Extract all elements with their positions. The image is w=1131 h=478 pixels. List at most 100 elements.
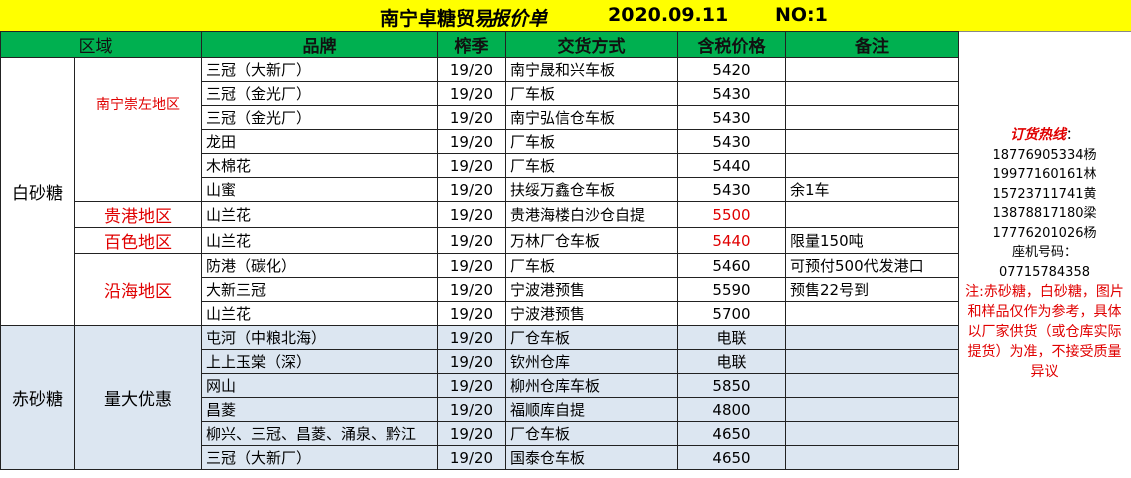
cell-brand: 山兰花 (201, 227, 438, 254)
table-row: 百色地区 山兰花 19/20 万林厂仓车板 5440 限量150吨 (1, 227, 959, 254)
cell-note (785, 57, 959, 82)
table-row: 白砂糖 南宁崇左地区 三冠（大新厂） 19/20 南宁晟和兴车板 5420 (0, 57, 959, 326)
landline: 07715784358 (999, 264, 1090, 280)
cell-brand: 大新三冠 (201, 277, 438, 302)
cell-brand: 山兰花 (201, 201, 438, 228)
doc-type: 报价单 (490, 8, 548, 30)
white-group-cell: 白砂糖 (0, 57, 75, 326)
cell-delivery: 南宁晟和兴车板 (505, 57, 678, 82)
hotline-label: 订货热线 (1009, 127, 1066, 143)
cell-season: 19/20 (437, 421, 506, 446)
cell-delivery: 扶绥万鑫仓车板 (505, 177, 678, 202)
cell-price: 电联 (677, 325, 786, 350)
cell-note (785, 445, 959, 470)
table-row: 山蜜 19/20 扶绥万鑫仓车板 5430 余1车 (1, 177, 959, 202)
table-row: 木棉花 19/20 厂车板 5440 (1, 153, 959, 178)
cell-brand: 木棉花 (201, 153, 438, 178)
region-bulk-discount: 量大优惠 (74, 325, 202, 470)
cell-season: 19/20 (437, 373, 506, 398)
table-row: 龙田 19/20 厂车板 5430 (1, 129, 959, 154)
cell-delivery: 厂车板 (505, 153, 678, 178)
cell-price: 5430 (677, 81, 786, 106)
cell-price: 5850 (677, 373, 786, 398)
disclaimer-note: 注:赤砂糖，白砂糖，图片和样品仅作为参考，具体以厂家供货（或仓库实际提货）为准，… (965, 284, 1124, 380)
cell-note (785, 105, 959, 130)
cell-delivery: 万林厂仓车板 (505, 227, 678, 254)
table-row: 昌菱 19/20 福顺库自提 4800 (1, 397, 959, 422)
cell-brand: 昌菱 (201, 397, 438, 422)
cell-brand: 山兰花 (201, 301, 438, 326)
date: 2020.09.11 (608, 4, 729, 26)
cell-price: 5430 (677, 177, 786, 202)
cell-brand: 三冠（金光厂） (201, 105, 438, 130)
cell-note (785, 201, 959, 228)
cell-delivery: 宁波港预售 (505, 301, 678, 326)
cell-delivery: 福顺库自提 (505, 397, 678, 422)
region-nanning-chongzuo: 南宁崇左地区 (74, 57, 202, 202)
cell-delivery: 厂车板 (505, 253, 678, 278)
header-row: 区域 品牌 榨季 交货方式 含税价格 备注 (0, 31, 959, 58)
cell-brand: 防港（碳化） (201, 253, 438, 278)
cell-delivery: 南宁弘信仓车板 (505, 105, 678, 130)
cell-brand: 龙田 (201, 129, 438, 154)
header-region: 区域 (74, 31, 202, 58)
cell-delivery: 贵港海楼白沙仓自提 (505, 201, 678, 228)
cell-note (785, 421, 959, 446)
cell-season: 19/20 (437, 397, 506, 422)
cell-delivery: 厂车板 (505, 129, 678, 154)
table-row: 沿海地区 防港（碳化） 19/20 厂车板 5460 可预付500代发港口 (1, 253, 959, 326)
cell-note (785, 81, 959, 106)
cell-season: 19/20 (437, 105, 506, 130)
hotline-colon: ： (1065, 128, 1079, 143)
phone: 15723711741黄 (992, 186, 1097, 202)
cell-price: 5460 (677, 253, 786, 278)
company-name: 南宁卓糖贸易 (380, 8, 495, 30)
cell-season: 19/20 (437, 253, 506, 278)
cell-delivery: 厂车板 (505, 81, 678, 106)
phone: 18776905334杨 (992, 147, 1097, 163)
cell-note: 预售22号到 (785, 277, 959, 302)
phone: 13878817180梁 (992, 206, 1097, 221)
cell-price: 4800 (677, 397, 786, 422)
cell-price: 5430 (677, 105, 786, 130)
cell-note: 限量150吨 (785, 227, 959, 254)
cell-season: 19/20 (437, 153, 506, 178)
header-delivery: 交货方式 (505, 31, 678, 58)
cell-season: 19/20 (437, 301, 506, 326)
cell-season: 19/20 (437, 349, 506, 374)
header-price: 含税价格 (677, 31, 786, 58)
cell-note (785, 373, 959, 398)
cell-delivery: 钦州仓库 (505, 349, 678, 374)
cell-note (785, 129, 959, 154)
header-brand: 品牌 (201, 31, 438, 58)
price-table: 区域 品牌 榨季 交货方式 含税价格 备注 白砂糖 南宁崇左地区 三冠（大新厂） 19… (0, 31, 959, 470)
cell-season: 19/20 (437, 227, 506, 254)
table-row: 上上玉棠（深） 19/20 钦州仓库 电联 (1, 349, 959, 374)
cell-season: 19/20 (437, 177, 506, 202)
cell-brand: 网山 (201, 373, 438, 398)
cell-brand: 三冠（金光厂） (201, 81, 438, 106)
cell-delivery: 厂仓车板 (505, 325, 678, 350)
cell-price: 5430 (677, 129, 786, 154)
cell-season: 19/20 (437, 277, 506, 302)
table-row: 大新三冠 19/20 宁波港预售 5590 预售22号到 (1, 277, 959, 302)
doc-number: NO:1 (775, 4, 828, 26)
contact-panel: 订货热线： 18776905334杨 19977160161林 15723711… (958, 126, 1131, 382)
cell-brand: 上上玉棠（深） (201, 349, 438, 374)
table-row: 三冠（金光厂） 19/20 厂车板 5430 (1, 81, 959, 106)
title-bar: 南宁卓糖贸易 报价单 2020.09.11 NO:1 (0, 0, 1131, 32)
cell-price: 4650 (677, 445, 786, 470)
cell-note: 可预付500代发港口 (785, 253, 959, 278)
cell-price: 5440 (677, 227, 786, 254)
cell-price: 4650 (677, 421, 786, 446)
cell-season: 19/20 (437, 57, 506, 82)
table-row: 三冠（大新厂） 19/20 国泰仓车板 4650 (1, 445, 959, 470)
cell-delivery: 国泰仓车板 (505, 445, 678, 470)
phone: 19977160161林 (992, 167, 1097, 182)
cell-note (785, 325, 959, 350)
cell-delivery: 宁波港预售 (505, 277, 678, 302)
cell-brand: 屯河（中粮北海） (201, 325, 438, 350)
cell-note (785, 349, 959, 374)
cell-season: 19/20 (437, 201, 506, 228)
landline-label: 座机号码： (1011, 245, 1077, 260)
